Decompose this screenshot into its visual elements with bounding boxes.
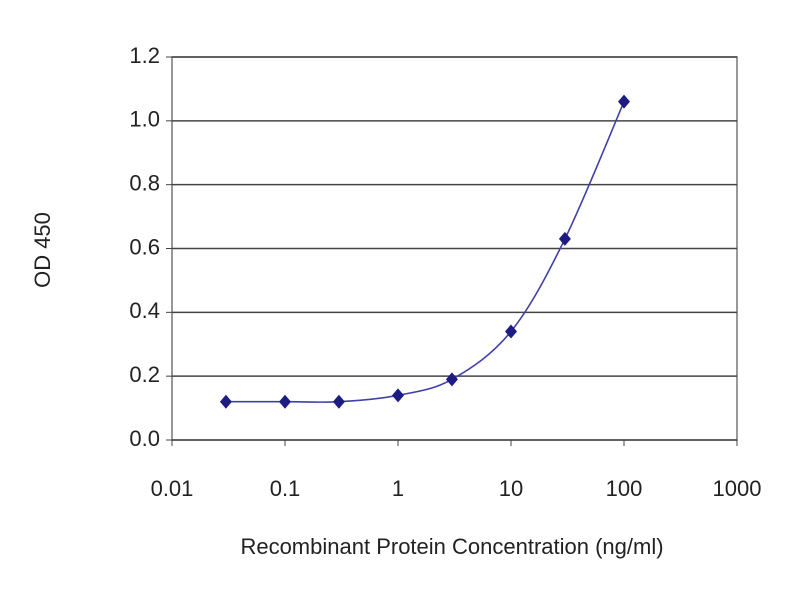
y-tick-label: 0.2 — [129, 362, 160, 387]
data-point — [219, 394, 232, 409]
data-point — [558, 231, 571, 246]
data-point — [505, 324, 517, 339]
data-point — [279, 394, 291, 409]
x-axis-label: Recombinant Protein Concentration (ng/ml… — [240, 534, 663, 559]
data-point — [332, 394, 345, 409]
x-tick-label: 100 — [606, 476, 643, 501]
x-tick-label: 1000 — [713, 476, 762, 501]
y-axis-label: OD 450 — [30, 212, 55, 288]
y-tick-label: 1.0 — [129, 107, 160, 132]
y-tick-label: 0.6 — [129, 234, 160, 259]
data-point — [445, 372, 458, 387]
x-tick-label: 0.01 — [151, 476, 194, 501]
data-point — [392, 388, 404, 403]
data-point — [618, 94, 630, 109]
y-tick-label: 0.8 — [129, 170, 160, 195]
y-tick-label: 0.0 — [129, 426, 160, 451]
y-tick-label: 1.2 — [129, 43, 160, 68]
x-tick-label: 10 — [499, 476, 523, 501]
y-tick-label: 0.4 — [129, 298, 160, 323]
x-tick-label: 1 — [392, 476, 404, 501]
x-tick-label: 0.1 — [270, 476, 301, 501]
